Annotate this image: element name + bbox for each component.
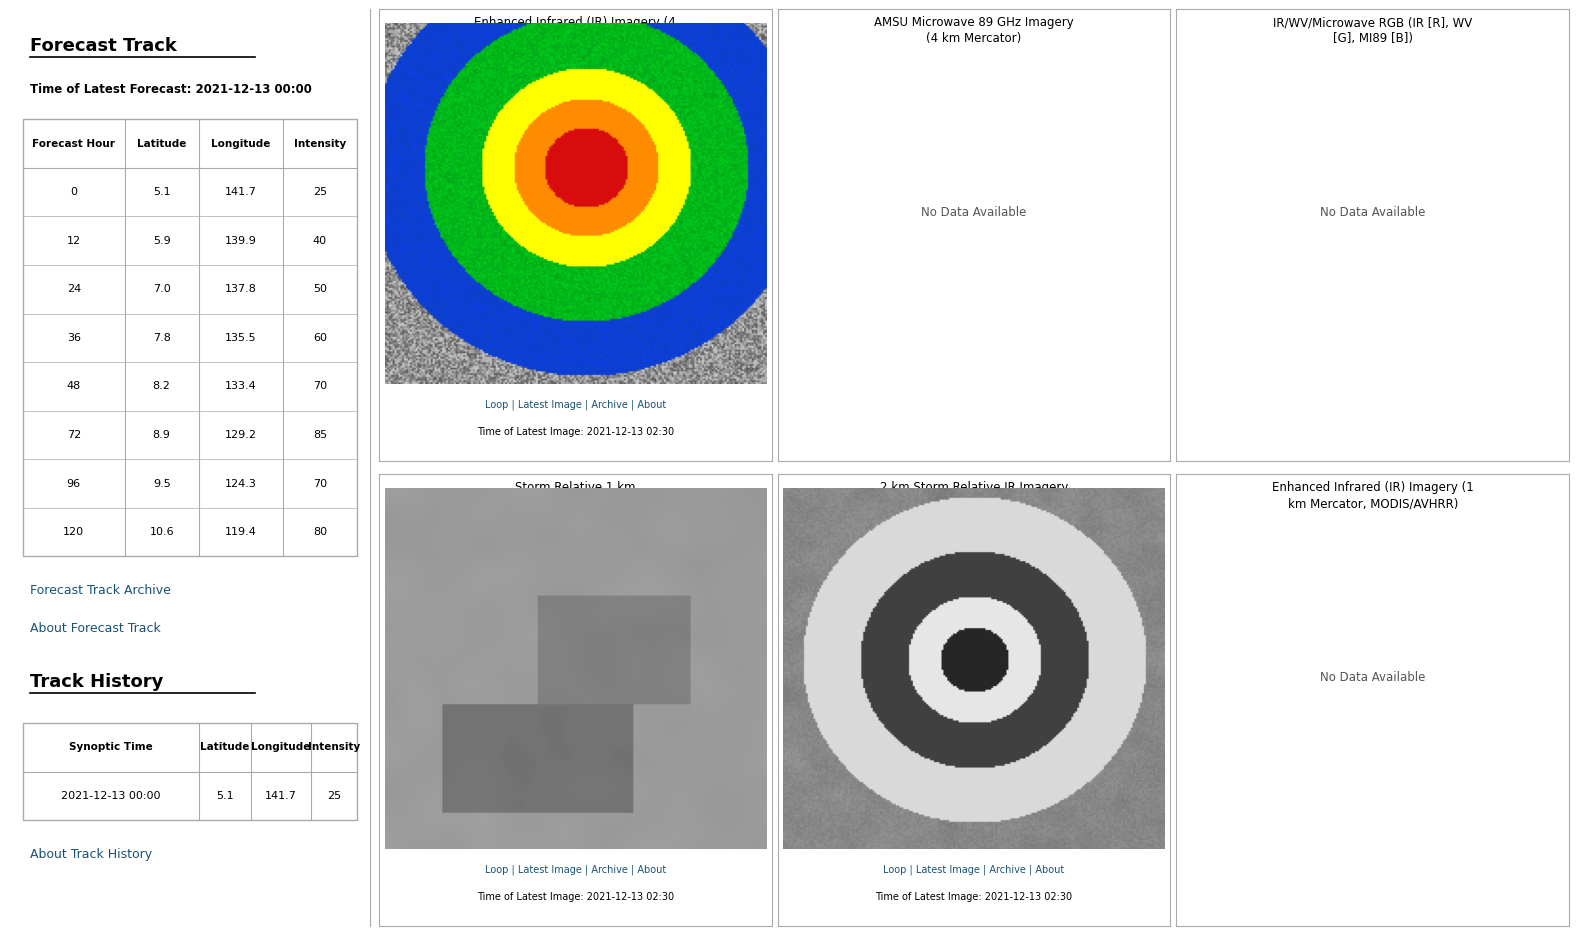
Text: Time of Latest Image: 2021-12-13 02:30: Time of Latest Image: 2021-12-13 02:30: [476, 892, 673, 901]
Text: 96: 96: [66, 479, 80, 488]
Text: Forecast Hour: Forecast Hour: [33, 138, 115, 149]
Text: Intensity: Intensity: [308, 742, 360, 753]
Text: 7.8: 7.8: [153, 333, 170, 343]
Text: 25: 25: [326, 791, 341, 801]
Text: Synoptic Time: Synoptic Time: [69, 742, 153, 753]
Text: 7.0: 7.0: [153, 284, 170, 295]
Text: 139.9: 139.9: [226, 236, 257, 246]
Text: Loop | Latest Image | Archive | About: Loop | Latest Image | Archive | About: [484, 865, 665, 875]
Text: 9.5: 9.5: [153, 479, 170, 488]
Text: 133.4: 133.4: [226, 381, 257, 392]
Text: 135.5: 135.5: [226, 333, 257, 343]
Text: 119.4: 119.4: [226, 527, 257, 537]
Text: 141.7: 141.7: [226, 187, 257, 197]
Text: Time of Latest Image: 2021-12-13 02:30: Time of Latest Image: 2021-12-13 02:30: [476, 427, 673, 437]
Text: 2 km Storm Relative IR Imagery
with BD Enhancement Curve: 2 km Storm Relative IR Imagery with BD E…: [880, 481, 1068, 510]
Text: About Track History: About Track History: [30, 848, 151, 861]
Text: 2021-12-13 00:00: 2021-12-13 00:00: [62, 791, 161, 801]
Text: Enhanced Infrared (IR) Imagery (4
km Mercator): Enhanced Infrared (IR) Imagery (4 km Mer…: [475, 16, 677, 45]
Text: 129.2: 129.2: [226, 430, 257, 440]
Text: Storm Relative 1 km
Geostationary Visible Imagery: Storm Relative 1 km Geostationary Visibl…: [486, 481, 664, 510]
Text: 5.1: 5.1: [216, 791, 233, 801]
Text: Time of Latest Image: 2021-12-13 02:30: Time of Latest Image: 2021-12-13 02:30: [875, 892, 1072, 901]
Text: 24: 24: [66, 284, 80, 295]
Text: Loop | Latest Image | Archive | About: Loop | Latest Image | Archive | About: [484, 400, 665, 410]
Text: 85: 85: [312, 430, 326, 440]
Text: Longitude: Longitude: [251, 742, 311, 753]
Text: No Data Available: No Data Available: [921, 206, 1027, 219]
Text: Time of Latest Forecast: 2021-12-13 00:00: Time of Latest Forecast: 2021-12-13 00:0…: [30, 82, 312, 95]
Text: 5.1: 5.1: [153, 187, 170, 197]
Text: 50: 50: [312, 284, 326, 295]
Text: 8.9: 8.9: [153, 430, 170, 440]
Text: 10.6: 10.6: [150, 527, 173, 537]
Text: No Data Available: No Data Available: [1320, 206, 1426, 219]
Text: 141.7: 141.7: [265, 791, 296, 801]
Text: 25: 25: [312, 187, 326, 197]
Text: 70: 70: [312, 479, 326, 488]
Text: No Data Available: No Data Available: [1320, 671, 1426, 683]
Text: 40: 40: [312, 236, 326, 246]
Bar: [22, 120, 356, 556]
Text: About Forecast Track: About Forecast Track: [30, 623, 161, 636]
Text: 120: 120: [63, 527, 84, 537]
Text: 60: 60: [312, 333, 326, 343]
Text: Latitude: Latitude: [200, 742, 249, 753]
Text: 70: 70: [312, 381, 326, 392]
Text: 137.8: 137.8: [226, 284, 257, 295]
Text: Latitude: Latitude: [137, 138, 186, 149]
Text: 0: 0: [71, 187, 77, 197]
Text: Forecast Track Archive: Forecast Track Archive: [30, 583, 170, 597]
Bar: [22, 723, 356, 820]
Text: Loop | Latest Image | Archive | About: Loop | Latest Image | Archive | About: [883, 865, 1064, 875]
Text: Longitude: Longitude: [211, 138, 270, 149]
Text: Intensity: Intensity: [293, 138, 345, 149]
Text: 124.3: 124.3: [226, 479, 257, 488]
Text: IR/WV/Microwave RGB (IR [R], WV
[G], MI89 [B]): IR/WV/Microwave RGB (IR [R], WV [G], MI8…: [1273, 16, 1473, 45]
Text: 36: 36: [66, 333, 80, 343]
Text: 72: 72: [66, 430, 80, 440]
Text: 12: 12: [66, 236, 80, 246]
Text: 8.2: 8.2: [153, 381, 170, 392]
Text: 48: 48: [66, 381, 80, 392]
Text: 80: 80: [312, 527, 326, 537]
Text: AMSU Microwave 89 GHz Imagery
(4 km Mercator): AMSU Microwave 89 GHz Imagery (4 km Merc…: [874, 16, 1074, 45]
Text: Track History: Track History: [30, 673, 162, 691]
Text: 5.9: 5.9: [153, 236, 170, 246]
Text: Forecast Track: Forecast Track: [30, 36, 177, 55]
Text: Enhanced Infrared (IR) Imagery (1
km Mercator, MODIS/AVHRR): Enhanced Infrared (IR) Imagery (1 km Mer…: [1271, 481, 1473, 510]
